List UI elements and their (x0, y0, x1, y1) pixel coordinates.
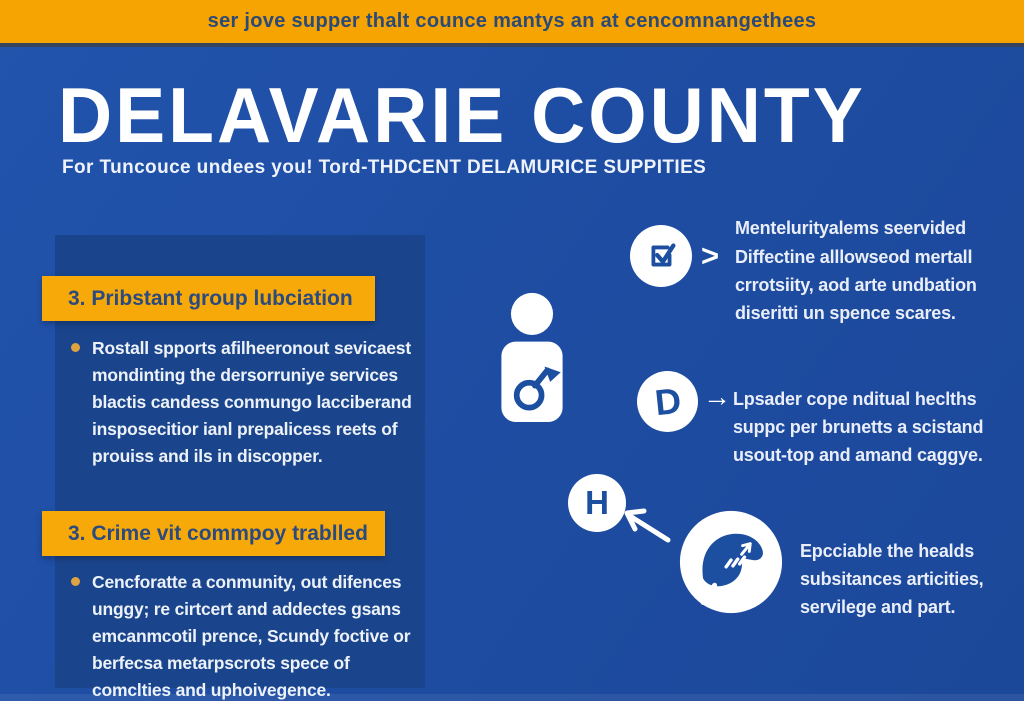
accessibility-person-icon (501, 292, 563, 422)
body-line: berfecsa metarpscrots spece of (92, 653, 350, 673)
bullet-dot-icon (71, 343, 80, 352)
section-body-1: Rostall spports afilheeronout sevicaest … (92, 335, 412, 470)
callout-line: servilege and part. (800, 597, 956, 617)
body-line: emcanmcotil prence, Scundy foctive or (92, 626, 411, 646)
top-banner-text: ser jove supper thalt counce mantys an a… (207, 10, 817, 32)
checkbox-glyph (651, 243, 676, 267)
section-body-2: Cencforatte a conmunity, out difences un… (92, 569, 411, 701)
callout-body: Diffectine alllowseod mertall crrotsiity… (735, 243, 977, 327)
body-line: comclties and uphoivegence. (92, 680, 331, 700)
callout-line: subsitances articities, (800, 569, 984, 589)
body-line: Rostall spports afilheeronout sevicaest (92, 338, 411, 358)
letter-d-icon: D (637, 371, 698, 432)
callout-body: Epcciable the healds subsitances articit… (800, 537, 984, 621)
callout-line: diseritti un spence scares. (735, 303, 956, 323)
body-line: Cencforatte a conmunity, out difences (92, 572, 402, 592)
handshake-icon (679, 510, 783, 614)
callout-line: Epcciable the healds (800, 541, 975, 561)
banner-divider (0, 43, 1024, 47)
letter-h-glyph: H (585, 484, 609, 521)
body-line: blactis candess conmungo lacciberand (92, 392, 412, 412)
callout-line: suppc per brunetts a scistand (733, 417, 984, 437)
page-title: DELAVARIE COUNTY (58, 71, 866, 159)
checkbox-icon (630, 225, 692, 287)
letter-d-glyph: D (652, 379, 683, 423)
callout-body: Lpsader cope nditual heclths suppc per b… (733, 385, 983, 469)
callout-line: Lpsader cope nditual heclths (733, 389, 977, 409)
page-subtitle: For Tuncouce undees you! Tord-THDCENT DE… (62, 157, 707, 178)
body-line: insposecitior ianl prepalicess reets of (92, 419, 398, 439)
callout-line: usout-top and amand caggye. (733, 445, 983, 465)
arrow-up-left-icon (624, 508, 671, 543)
callout-line: Diffectine alllowseod mertall (735, 247, 973, 267)
bottom-edge-highlight (0, 694, 1024, 701)
body-line: mondinting the dersorruniye services (92, 365, 398, 385)
callout-title: Mentelurityalems seervided (735, 218, 966, 238)
bullet-dot-icon (71, 577, 80, 586)
top-banner: ser jove supper thalt counce mantys an a… (0, 0, 1024, 43)
section-heading-1: 3. Pribstant group lubciation (42, 276, 375, 321)
chevron-right-icon: > (701, 238, 720, 273)
callout-line: crrotsiity, aod arte undbation (735, 275, 977, 295)
body-line: unggy; re cirtcert and addectes gsans (92, 599, 401, 619)
letter-h-badge: H (568, 474, 626, 532)
body-line: prouiss and ils in discopper. (92, 446, 323, 466)
arrow-right-icon: → (703, 381, 731, 412)
section-heading-2: 3. Crime vit commpoy trablled (42, 511, 385, 556)
